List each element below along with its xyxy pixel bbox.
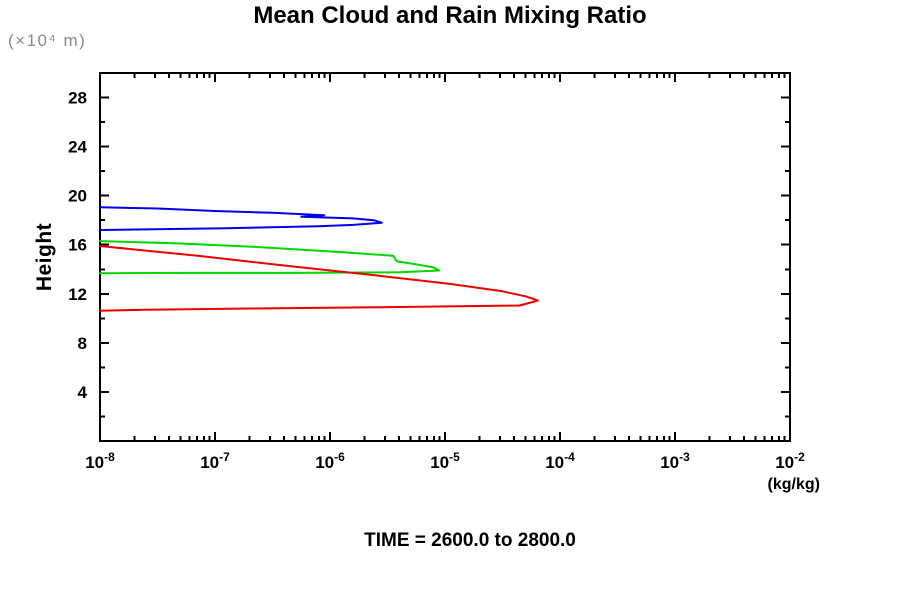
green-contour-line [99, 240, 441, 275]
time-range-label: TIME = 2600.0 to 2800.0 [364, 530, 576, 551]
x-axis-unit-label: (kg/kg) [767, 476, 820, 493]
red-contour-line [99, 245, 540, 312]
y-tick-label: 4 [78, 383, 88, 402]
y-tick-label: 8 [78, 334, 87, 353]
x-tick-label: 10-6 [315, 450, 345, 472]
x-tick-label: 10-4 [545, 450, 575, 472]
x-tick-label: 10-5 [430, 450, 460, 472]
x-tick-label: 10-2 [775, 450, 805, 472]
y-tick-label: 16 [68, 236, 87, 255]
y-tick-label: 20 [68, 187, 87, 206]
blue-contour-line [99, 206, 383, 231]
y-axis-unit-label: (×10⁴ m) [8, 31, 87, 50]
chart-title: Mean Cloud and Rain Mixing Ratio [253, 2, 647, 29]
x-tick-label: 10-8 [85, 450, 115, 472]
x-tick-label: 10-3 [660, 450, 690, 472]
y-tick-label: 12 [68, 285, 87, 304]
y-tick-label: 28 [68, 89, 87, 108]
y-tick-label: 24 [68, 138, 87, 157]
x-tick-label: 10-7 [200, 450, 230, 472]
